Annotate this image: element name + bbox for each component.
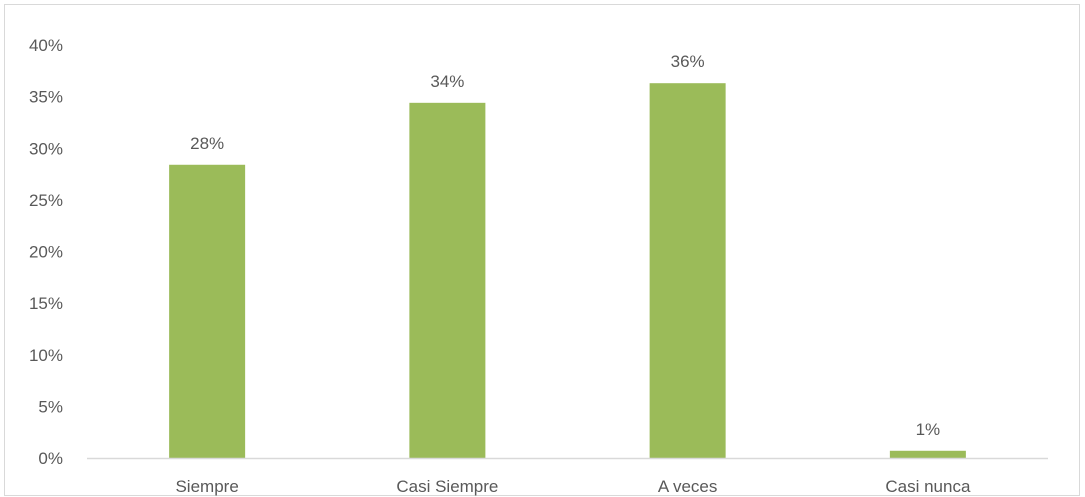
category-label: Casi nunca (885, 477, 971, 496)
y-tick-label: 0% (38, 449, 63, 468)
bar (409, 102, 486, 458)
y-tick-label: 25% (29, 191, 63, 210)
y-tick-label: 5% (38, 397, 63, 416)
data-label: 1% (916, 420, 941, 439)
y-tick-label: 15% (29, 294, 63, 313)
x-axis-category-labels: Siempre Casi Siempre A veces Casi nunca (175, 477, 970, 496)
category-label: A veces (658, 477, 718, 496)
bar-series (169, 83, 966, 458)
y-tick-label: 35% (29, 88, 63, 107)
y-tick-label: 20% (29, 243, 63, 262)
data-label: 36% (671, 52, 705, 71)
y-tick-label: 40% (29, 36, 63, 55)
bar (889, 450, 966, 458)
y-tick-label: 10% (29, 346, 63, 365)
bar (649, 83, 726, 458)
data-labels: 28% 34% 36% 1% (190, 52, 940, 439)
data-label: 28% (190, 134, 224, 153)
y-tick-label: 30% (29, 139, 63, 158)
y-axis-tick-labels: 0% 5% 10% 15% 20% 25% 30% 35% 40% (29, 36, 63, 468)
data-label: 34% (430, 72, 464, 91)
bar (169, 164, 246, 458)
category-label: Siempre (175, 477, 238, 496)
category-label: Casi Siempre (396, 477, 498, 496)
